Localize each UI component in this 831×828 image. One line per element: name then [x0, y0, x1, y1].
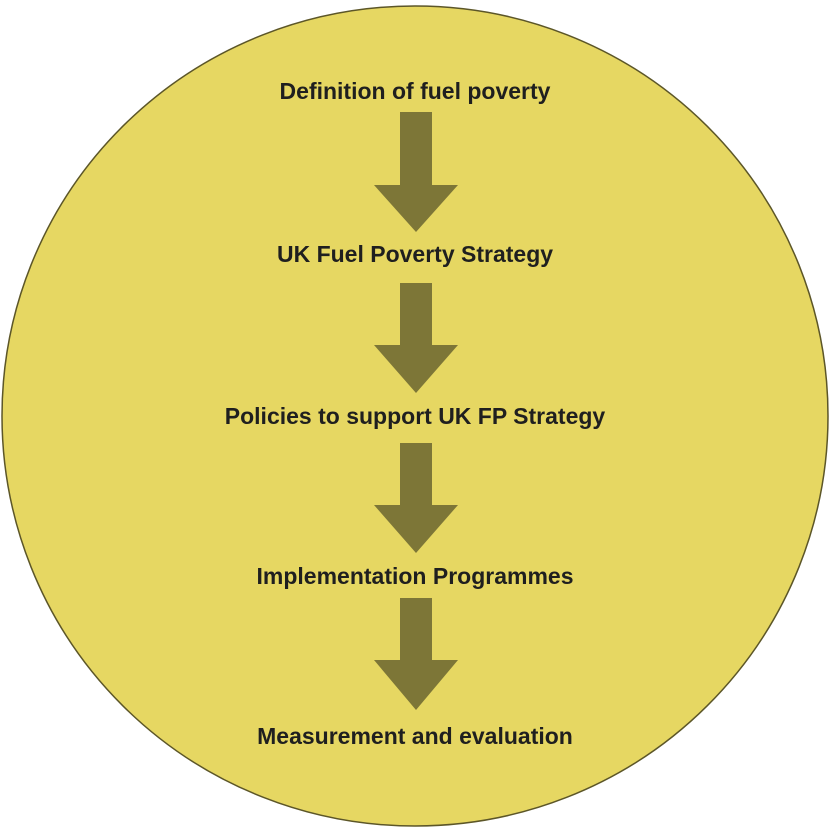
node-label: UK Fuel Poverty Strategy [277, 241, 553, 267]
circle [1, 5, 829, 827]
arrow [374, 283, 458, 393]
arrow [374, 112, 458, 232]
arrow [374, 443, 458, 553]
arrow [374, 598, 458, 710]
node-label: Definition of fuel poverty [280, 78, 551, 104]
node-label: Measurement and evaluation [257, 723, 573, 749]
node-label: Implementation Programmes [257, 563, 574, 589]
node-label: Policies to support UK FP Strategy [225, 403, 606, 429]
